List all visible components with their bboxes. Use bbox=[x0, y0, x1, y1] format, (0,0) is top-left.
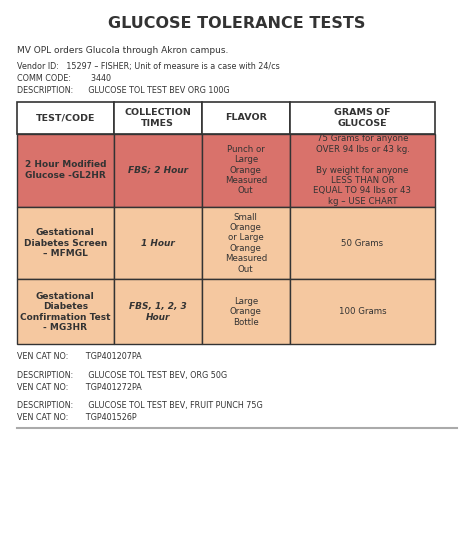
Text: MV OPL orders Glucola through Akron campus.: MV OPL orders Glucola through Akron camp… bbox=[17, 46, 228, 55]
Bar bbox=[17, 206, 114, 280]
Text: DESCRIPTION:      GLUCOSE TOL TEST BEV, FRUIT PUNCH 75G: DESCRIPTION: GLUCOSE TOL TEST BEV, FRUIT… bbox=[17, 401, 263, 410]
Text: Gestational
Diabetes
Confirmation Test
- MG3HR: Gestational Diabetes Confirmation Test -… bbox=[20, 292, 110, 332]
Text: Gestational
Diabetes Screen
– MFMGL: Gestational Diabetes Screen – MFMGL bbox=[24, 228, 107, 258]
Text: TEST/CODE: TEST/CODE bbox=[36, 114, 95, 122]
Text: 100 Grams: 100 Grams bbox=[339, 307, 386, 317]
Text: Vendor ID:   15297 – FISHER; Unit of measure is a case with 24/cs: Vendor ID: 15297 – FISHER; Unit of measu… bbox=[17, 62, 280, 71]
Bar bbox=[202, 206, 290, 280]
Text: Punch or
Large
Orange
Measured
Out: Punch or Large Orange Measured Out bbox=[225, 145, 267, 195]
Text: FLAVOR: FLAVOR bbox=[225, 114, 267, 122]
Bar bbox=[202, 102, 290, 134]
Bar bbox=[290, 134, 435, 206]
Text: GRAMS OF
GLUCOSE: GRAMS OF GLUCOSE bbox=[334, 108, 391, 128]
Bar bbox=[114, 280, 202, 345]
Text: FBS; 2 Hour: FBS; 2 Hour bbox=[128, 165, 188, 175]
Bar bbox=[202, 280, 290, 345]
Bar bbox=[17, 280, 114, 345]
Bar bbox=[290, 280, 435, 345]
Text: GLUCOSE TOLERANCE TESTS: GLUCOSE TOLERANCE TESTS bbox=[109, 16, 365, 31]
Text: 75 Grams for anyone
OVER 94 lbs or 43 kg.

By weight for anyone
LESS THAN OR
EQU: 75 Grams for anyone OVER 94 lbs or 43 kg… bbox=[313, 134, 411, 206]
Text: FBS, 1, 2, 3
Hour: FBS, 1, 2, 3 Hour bbox=[129, 302, 187, 322]
Bar bbox=[17, 102, 114, 134]
Bar bbox=[290, 206, 435, 280]
Text: 2 Hour Modified
Glucose -GL2HR: 2 Hour Modified Glucose -GL2HR bbox=[25, 161, 106, 180]
Bar bbox=[114, 134, 202, 206]
Bar bbox=[17, 134, 114, 206]
Text: DESCRIPTION:      GLUCOSE TOL TEST BEV ORG 100G: DESCRIPTION: GLUCOSE TOL TEST BEV ORG 10… bbox=[17, 86, 229, 95]
Text: DESCRIPTION:      GLUCOSE TOL TEST BEV, ORG 50G: DESCRIPTION: GLUCOSE TOL TEST BEV, ORG 5… bbox=[17, 371, 227, 380]
Bar bbox=[290, 102, 435, 134]
Text: Large
Orange
Bottle: Large Orange Bottle bbox=[230, 297, 262, 327]
Bar bbox=[202, 134, 290, 206]
Text: VEN CAT NO:       TGP401272PA: VEN CAT NO: TGP401272PA bbox=[17, 383, 142, 391]
Text: VEN CAT NO:       TGP401207PA: VEN CAT NO: TGP401207PA bbox=[17, 353, 141, 361]
Bar bbox=[114, 102, 202, 134]
Text: COLLECTION
TIMES: COLLECTION TIMES bbox=[124, 108, 191, 128]
Text: COMM CODE:        3440: COMM CODE: 3440 bbox=[17, 74, 111, 83]
Text: Small
Orange
or Large
Orange
Measured
Out: Small Orange or Large Orange Measured Ou… bbox=[225, 212, 267, 274]
Text: 50 Grams: 50 Grams bbox=[341, 239, 383, 247]
Text: 1 Hour: 1 Hour bbox=[141, 239, 175, 247]
Bar bbox=[114, 206, 202, 280]
Text: VEN CAT NO:       TGP401526P: VEN CAT NO: TGP401526P bbox=[17, 413, 137, 422]
